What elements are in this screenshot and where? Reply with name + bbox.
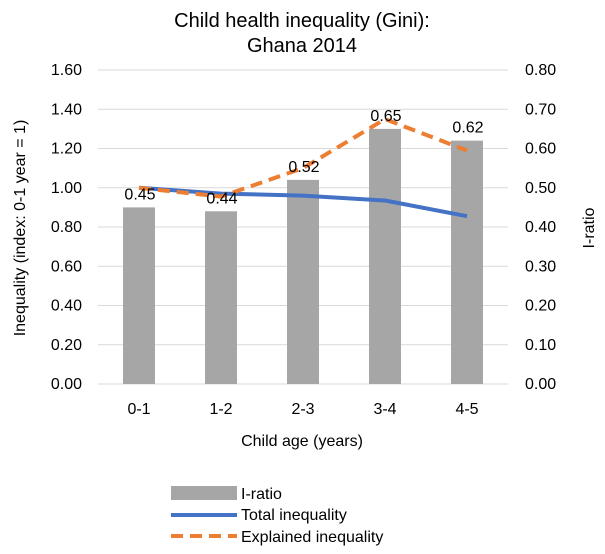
chart-title-line1: Child health inequality (Gini): [174, 10, 430, 32]
bar [205, 211, 237, 384]
bar [123, 207, 155, 384]
right-tick-label: 0.00 [525, 376, 556, 393]
left-tick-label: 0.20 [51, 337, 82, 354]
x-tick-label: 0-1 [127, 401, 150, 418]
right-tick-label: 0.60 [525, 141, 556, 158]
left-tick-label: 1.60 [51, 62, 82, 79]
left-axis-ticks: 0.00 0.20 0.40 0.60 0.80 1.00 1.20 1.40 1.60 [51, 62, 82, 393]
chart-title-line2: Ghana 2014 [247, 35, 357, 57]
bar [369, 128, 401, 384]
legend-label-total-inequality: Total inequality [241, 507, 347, 524]
x-tick-label: 2-3 [291, 401, 314, 418]
right-axis-ticks: 0.00 0.10 0.20 0.30 0.40 0.50 0.60 0.70 0.80 [525, 62, 556, 393]
right-tick-label: 0.70 [525, 101, 556, 118]
left-tick-label: 0.60 [51, 258, 82, 275]
left-tick-label: 1.20 [51, 141, 82, 158]
legend-label-explained-inequality: Explained inequality [241, 529, 383, 546]
right-tick-label: 0.40 [525, 219, 556, 236]
line-explained-inequality [138, 117, 468, 199]
left-tick-label: 1.40 [51, 101, 82, 118]
legend: I-ratio Total inequality Explained inequ… [171, 486, 383, 546]
right-tick-label: 0.10 [525, 337, 556, 354]
bar [451, 140, 483, 384]
right-axis-label: I-ratio [581, 207, 598, 248]
left-axis-label: Inequality (index: 0-1 year = 1) [12, 120, 29, 337]
bar-data-label: 0.65 [370, 108, 401, 125]
x-tick-label: 1-2 [209, 401, 232, 418]
right-tick-label: 0.50 [525, 180, 556, 197]
left-tick-label: 0.00 [51, 376, 82, 393]
bar-data-label: 0.52 [288, 159, 319, 176]
bar-data-labels: 0.45 0.44 0.52 0.65 0.62 [124, 108, 483, 207]
right-tick-label: 0.30 [525, 258, 556, 275]
x-tick-label: 3-4 [373, 401, 396, 418]
x-axis-ticks: 0-1 1-2 2-3 3-4 4-5 [127, 401, 478, 418]
left-tick-label: 0.80 [51, 219, 82, 236]
right-tick-label: 0.20 [525, 298, 556, 315]
legend-label-i-ratio: I-ratio [241, 486, 282, 503]
x-axis-label: Child age (years) [241, 433, 363, 450]
left-tick-label: 1.00 [51, 180, 82, 197]
line-total-inequality [138, 185, 468, 219]
bar [287, 179, 319, 384]
bar-data-label: 0.44 [206, 190, 237, 207]
right-tick-label: 0.80 [525, 62, 556, 79]
x-tick-label: 4-5 [455, 401, 478, 418]
bar-data-label: 0.45 [124, 186, 155, 203]
bar-series-i-ratio [123, 128, 483, 384]
legend-swatch-i-ratio [171, 486, 237, 500]
left-tick-label: 0.40 [51, 298, 82, 315]
bar-data-label: 0.62 [452, 120, 483, 137]
